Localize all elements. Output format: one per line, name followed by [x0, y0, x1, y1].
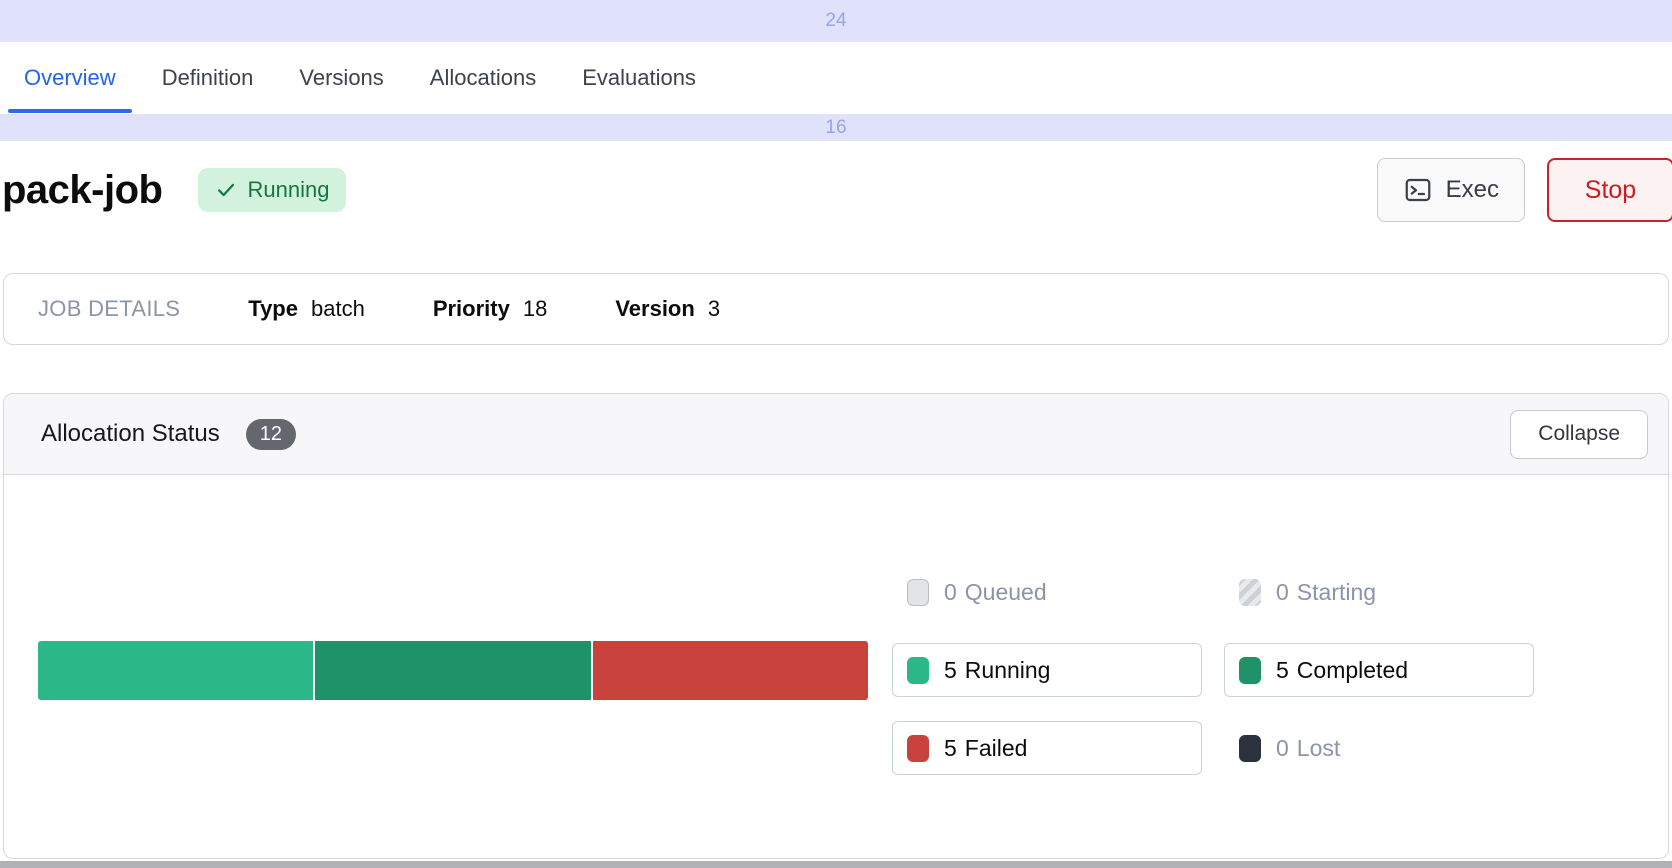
- legend-item-starting: 0 Starting: [1224, 577, 1534, 608]
- allocation-status-panel: Allocation Status 12 Collapse 0 Queued 0: [3, 393, 1669, 859]
- queued-swatch-icon: [907, 579, 929, 606]
- stop-button-label: Stop: [1584, 175, 1637, 204]
- job-detail-version: Version 3: [615, 296, 720, 322]
- legend-row-2: 5 Running 5 Completed: [892, 643, 1534, 697]
- allocation-bar: [38, 641, 868, 700]
- top-ruler-value: 24: [825, 10, 847, 31]
- lost-swatch-icon: [1239, 734, 1261, 762]
- tab-overview[interactable]: Overview: [8, 42, 132, 114]
- job-detail-version-value: 3: [707, 296, 721, 321]
- job-details-panel: JOB DETAILS Type batch Priority 18 Versi…: [3, 273, 1669, 345]
- legend-queued-label: Queued: [964, 579, 1047, 605]
- job-detail-type-name: Type: [248, 296, 298, 321]
- tab-evaluations[interactable]: Evaluations: [582, 65, 696, 90]
- job-detail-priority: Priority 18: [433, 296, 548, 322]
- legend-item-queued: 0 Queued: [892, 577, 1202, 608]
- allocation-status-title: Allocation Status: [41, 420, 220, 447]
- collapse-button[interactable]: Collapse: [1510, 409, 1648, 459]
- allocation-status-body: 0 Queued 0 Starting 5 R: [4, 475, 1668, 858]
- legend-item-completed[interactable]: 5 Completed: [1224, 643, 1534, 697]
- starting-swatch-icon: [1239, 579, 1261, 606]
- exec-button-label: Exec: [1445, 176, 1499, 203]
- job-detail-type: Type batch: [248, 296, 365, 322]
- check-icon: [218, 183, 235, 197]
- top-ruler-bar: 24: [0, 0, 1672, 42]
- tab-versions[interactable]: Versions: [299, 65, 384, 90]
- failed-swatch-icon: [907, 734, 929, 762]
- allocation-count-badge: 12: [245, 418, 297, 450]
- job-details-label: JOB DETAILS: [38, 296, 181, 321]
- page-title: pack-job: [2, 167, 163, 212]
- terminal-icon: [1405, 178, 1431, 202]
- status-badge: Running: [198, 168, 347, 212]
- legend-lost-count: 0: [1276, 734, 1289, 761]
- legend-running-count: 5: [944, 656, 957, 683]
- status-badge-label: Running: [247, 177, 330, 202]
- job-detail-priority-name: Priority: [432, 296, 510, 321]
- legend-row-3: 5 Failed 0 Lost: [892, 721, 1534, 775]
- job-detail-priority-value: 18: [522, 296, 548, 321]
- legend-row-1: 0 Queued 0 Starting: [892, 577, 1534, 608]
- sub-ruler-bar: 16: [0, 114, 1672, 141]
- bar-segment-running[interactable]: [38, 641, 314, 700]
- allocation-status-header: Allocation Status 12 Collapse: [4, 394, 1668, 475]
- job-detail-type-value: batch: [310, 296, 365, 321]
- completed-swatch-icon: [1239, 656, 1261, 684]
- job-detail-version-name: Version: [615, 296, 695, 321]
- legend-queued-count: 0: [944, 579, 957, 605]
- legend-starting-count: 0: [1276, 579, 1289, 605]
- legend-item-failed[interactable]: 5 Failed: [892, 721, 1202, 775]
- job-header: pack-job Running Exec Stop: [0, 157, 1672, 223]
- legend-completed-count: 5: [1276, 656, 1289, 683]
- exec-button[interactable]: Exec: [1376, 158, 1525, 222]
- running-swatch-icon: [907, 656, 929, 684]
- legend-item-running[interactable]: 5 Running: [892, 643, 1202, 697]
- legend-starting-label: Starting: [1296, 579, 1377, 605]
- legend-item-lost: 0 Lost: [1224, 721, 1534, 775]
- stop-button[interactable]: Stop: [1547, 158, 1672, 222]
- legend-failed-label: Failed: [964, 734, 1028, 761]
- allocation-legend: 0 Queued 0 Starting 5 R: [892, 577, 1534, 775]
- legend-running-label: Running: [964, 656, 1051, 683]
- legend-completed-label: Completed: [1296, 656, 1409, 683]
- legend-lost-label: Lost: [1296, 734, 1341, 761]
- bar-segment-completed[interactable]: [315, 641, 591, 700]
- legend-failed-count: 5: [944, 734, 957, 761]
- tab-definition[interactable]: Definition: [161, 65, 254, 90]
- tab-allocations[interactable]: Allocations: [429, 65, 537, 90]
- tab-bar: Overview Definition Versions Allocations…: [0, 42, 1672, 114]
- bar-segment-failed[interactable]: [592, 641, 868, 700]
- sub-ruler-value: 16: [825, 116, 847, 138]
- bottom-page-edge: [0, 861, 1672, 868]
